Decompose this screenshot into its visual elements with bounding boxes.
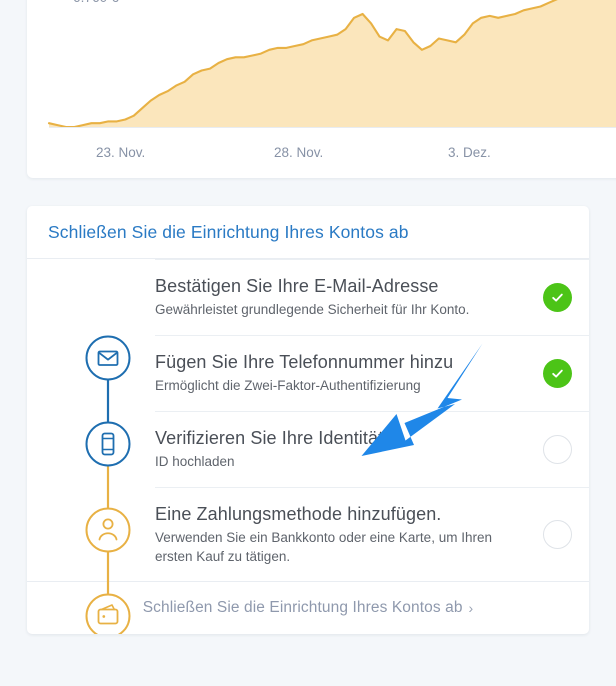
timeline-svg [85, 335, 131, 635]
x-tick-0: 23. Nov. [96, 145, 146, 160]
chart-x-axis: 23. Nov. 28. Nov. 3. Dez. 8. D [27, 145, 616, 169]
wallet-icon [85, 593, 131, 635]
area-chart-svg [47, 0, 616, 129]
setup-item-description: Ermöglicht die Zwei-Faktor-Authentifizie… [155, 378, 421, 394]
setup-footer-link-label: Schließen Sie die Einrichtung Ihres Kont… [142, 599, 463, 617]
setup-item-title: Eine Zahlungsmethode hinzufügen. [155, 504, 442, 524]
setup-card-header: Schließen Sie die Einrichtung Ihres Kont… [27, 206, 589, 259]
mobile-phone-icon [85, 421, 131, 467]
chart-y-axis-label: 6.760 € [73, 0, 119, 5]
setup-footer-link[interactable]: Schließen Sie die Einrichtung Ihres Kont… [27, 581, 589, 634]
setup-item-status [525, 282, 589, 312]
check-circle-icon [542, 358, 572, 388]
setup-item-add-phone[interactable]: Fügen Sie Ihre Telefonnummer hinzu Ermög… [27, 335, 589, 411]
setup-item-add-payment-method[interactable]: Eine Zahlungsmethode hinzufügen. Verwend… [27, 487, 589, 581]
setup-item-status [525, 434, 589, 464]
person-icon [85, 507, 131, 553]
chart-area-fill [49, 0, 616, 127]
check-circle-icon [542, 282, 572, 312]
setup-items-list: Bestätigen Sie Ihre E-Mail-Adresse Gewäh… [27, 259, 589, 635]
setup-item-verify-identity[interactable]: Verifizieren Sie Ihre Identität ID hochl… [27, 411, 589, 487]
chevron-right-icon: › [468, 600, 474, 617]
setup-item-status [525, 358, 589, 388]
chart-plot-area [27, 0, 616, 138]
setup-item-description: ID hochladen [155, 454, 235, 470]
empty-circle-icon [542, 434, 572, 464]
setup-item-verify-email[interactable]: Bestätigen Sie Ihre E-Mail-Adresse Gewäh… [27, 259, 589, 335]
setup-item-title: Verifizieren Sie Ihre Identität [155, 428, 384, 448]
x-tick-2: 3. Dez. [448, 145, 491, 160]
empty-circle-icon [542, 520, 572, 550]
portfolio-chart-card: 6.760 € 23. Nov. 28. Nov. 3. Dez. 8. D [27, 0, 616, 178]
setup-item-description: Verwenden Sie ein Bankkonto oder eine Ka… [155, 530, 492, 564]
setup-header-title: Schließen Sie die Einrichtung Ihres Kont… [48, 221, 409, 242]
x-tick-1: 28. Nov. [274, 145, 324, 160]
setup-timeline-rail [27, 259, 155, 635]
account-setup-card: Schließen Sie die Einrichtung Ihres Kont… [27, 206, 589, 635]
setup-item-title: Bestätigen Sie Ihre E-Mail-Adresse [155, 276, 439, 296]
setup-item-description: Gewährleistet grundlegende Sicherheit fü… [155, 302, 470, 318]
setup-item-title: Fügen Sie Ihre Telefonnummer hinzu [155, 352, 454, 372]
chart-baseline [49, 127, 616, 128]
chart-line [47, 0, 558, 129]
envelope-icon [85, 335, 131, 381]
setup-item-status [525, 520, 589, 550]
